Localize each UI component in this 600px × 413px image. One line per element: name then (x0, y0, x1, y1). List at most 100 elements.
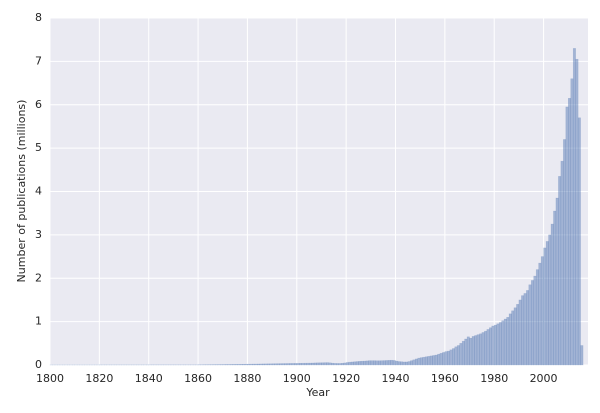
bar (572, 48, 576, 366)
bar (350, 361, 354, 366)
bar (353, 361, 357, 366)
bar (553, 210, 557, 366)
bar (328, 362, 332, 366)
bar (271, 363, 275, 366)
bar (232, 364, 236, 366)
bar (461, 340, 465, 366)
bar (289, 363, 293, 366)
bar (577, 117, 581, 366)
bar (269, 363, 273, 366)
bar (340, 363, 344, 366)
bar (261, 363, 265, 366)
bar (323, 362, 327, 366)
bar (266, 363, 270, 366)
bar (417, 357, 421, 366)
bar (373, 360, 377, 366)
bar (447, 350, 451, 366)
bar (257, 363, 261, 366)
bar (281, 363, 285, 366)
bar (279, 363, 283, 366)
bar (454, 346, 458, 366)
y-tick-label: 5 (35, 141, 42, 154)
bar (291, 363, 295, 366)
bar (508, 313, 512, 366)
bar (303, 362, 307, 366)
bar (555, 197, 559, 366)
y-tick-label: 7 (35, 54, 42, 67)
bar (380, 360, 384, 366)
bar (471, 336, 475, 366)
bar (434, 354, 438, 366)
bar (516, 304, 520, 366)
bar (513, 307, 517, 366)
bar (550, 223, 554, 366)
bar (486, 329, 490, 366)
bar (326, 362, 330, 366)
x-tick-label: 1940 (382, 372, 410, 385)
bar (397, 361, 401, 366)
x-tick-label: 1980 (480, 372, 508, 385)
y-tick-label: 0 (35, 358, 42, 371)
bar (402, 361, 406, 366)
bar (543, 247, 547, 366)
bar (318, 362, 322, 366)
bar (526, 290, 530, 366)
y-tick-label: 1 (35, 315, 42, 328)
bar (540, 256, 544, 366)
bar (535, 269, 539, 366)
bar (407, 361, 411, 366)
bar (392, 360, 396, 366)
bar (422, 356, 426, 366)
bar (239, 364, 243, 366)
bar (338, 363, 342, 366)
bar (563, 139, 567, 366)
bar (405, 361, 409, 366)
bar (548, 234, 552, 366)
bar (521, 295, 525, 366)
x-tick-label: 1860 (184, 372, 212, 385)
bar (511, 310, 515, 366)
bar (568, 97, 571, 366)
y-tick-label: 4 (35, 185, 42, 198)
bar (496, 323, 500, 366)
bar (437, 353, 441, 366)
bar (501, 320, 505, 366)
bar (481, 332, 485, 366)
bar (491, 325, 495, 366)
bar (363, 360, 367, 366)
bar (254, 363, 258, 366)
bar (533, 275, 537, 366)
bar (427, 356, 431, 366)
bar (432, 355, 436, 366)
x-tick-label: 1920 (332, 372, 360, 385)
bar (476, 334, 480, 366)
x-tick-label: 1840 (135, 372, 163, 385)
bar (274, 363, 278, 366)
x-tick-label: 1960 (431, 372, 459, 385)
bar (229, 364, 233, 366)
bar (493, 324, 497, 366)
bar (503, 318, 507, 366)
x-tick-label: 1820 (85, 372, 113, 385)
bar (410, 360, 414, 366)
bar (249, 363, 253, 366)
bar (459, 343, 463, 366)
bar (429, 355, 433, 366)
bar (484, 330, 488, 366)
bar (276, 363, 280, 366)
bar (530, 280, 534, 366)
bar (242, 364, 246, 366)
bar (390, 359, 394, 366)
bar (284, 363, 288, 366)
bar (419, 357, 423, 366)
bar (498, 322, 502, 366)
bar (385, 360, 389, 366)
bar (414, 358, 418, 366)
bar (336, 363, 339, 366)
bar (368, 360, 372, 366)
bar (244, 363, 248, 366)
bar (469, 337, 473, 366)
bar (306, 362, 310, 366)
bar (489, 327, 493, 366)
